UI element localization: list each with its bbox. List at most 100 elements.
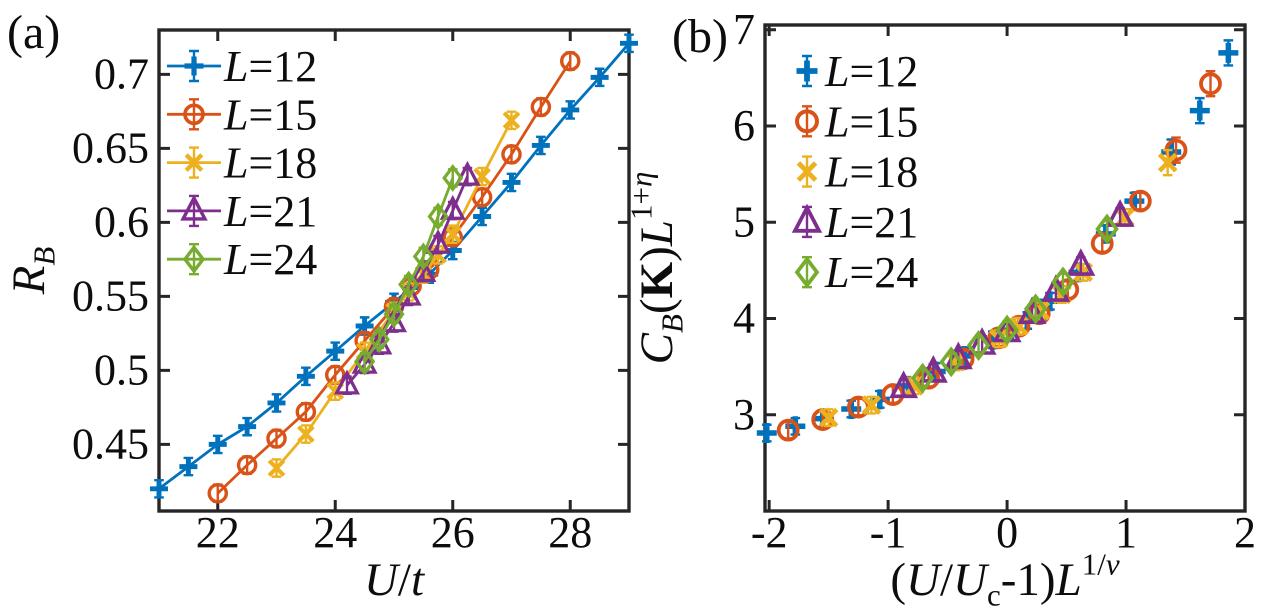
y-tick-label: 0.5 xyxy=(94,345,149,394)
legend-a: L=12L=15L=18L=21L=24 xyxy=(167,42,317,284)
legend-label: L=15 xyxy=(223,90,317,139)
circle-marker xyxy=(1199,72,1222,96)
legend-entry-L-18: L=18 xyxy=(167,139,317,188)
x-marker xyxy=(297,425,315,443)
y-tick-label: 0.7 xyxy=(94,49,149,98)
plus-marker xyxy=(150,479,168,498)
diamond-marker xyxy=(354,347,376,376)
legend-entry-L-24: L=24 xyxy=(167,235,317,284)
circle-marker xyxy=(471,186,493,208)
circle-marker xyxy=(559,50,581,72)
plus-marker xyxy=(179,457,198,476)
legend-entry-L-12: L=12 xyxy=(167,42,317,91)
panel-a: (a) 22 24 26 28 0.45 0.5 0.55 0.6 0.65 0.7 U/t RB L=1… xyxy=(3,6,638,606)
diamond-marker xyxy=(939,346,963,378)
triangle-marker xyxy=(180,194,208,221)
x-marker xyxy=(796,161,818,182)
panel-b: (b) -2 -1 0 1 2 3 4 5 6 7 (U/Uc-1)L1/ν CB(K)L1+η L=12… xyxy=(623,5,1256,608)
axes-box xyxy=(763,23,1247,513)
y-tick-label: 3 xyxy=(733,390,755,439)
diamond-marker xyxy=(1051,266,1075,298)
diamond-marker xyxy=(427,202,449,231)
x-tick-label: 22 xyxy=(196,508,240,557)
circle-marker xyxy=(183,103,205,126)
panel-label-a: (a) xyxy=(7,6,60,59)
circle-marker xyxy=(530,96,552,118)
y-tick-label: 0.6 xyxy=(94,197,149,246)
legend-b: L=12L=15L=18L=21L=24 xyxy=(791,47,918,297)
y-tick-label: 0.55 xyxy=(72,271,149,320)
diamond-marker xyxy=(398,270,420,299)
diamond-marker xyxy=(412,242,434,271)
circle-marker xyxy=(207,482,229,504)
x-marker xyxy=(818,407,839,428)
x-marker xyxy=(861,395,882,415)
series-L-21 xyxy=(889,199,1135,399)
diamond-marker xyxy=(966,329,991,361)
circle-marker xyxy=(776,418,800,442)
legend-label: L=15 xyxy=(824,97,918,146)
x-tick-label: 0 xyxy=(996,508,1018,557)
plus-marker xyxy=(1218,42,1239,63)
plus-marker xyxy=(296,367,315,386)
diamond-marker xyxy=(182,244,206,274)
y-tick-label: 7 xyxy=(733,5,755,54)
legend-label: L=18 xyxy=(824,148,918,197)
y-tick-label: 0.45 xyxy=(72,419,149,468)
plus-marker xyxy=(326,342,345,361)
x-axis-label-b: (U/Uc-1)L1/ν xyxy=(890,546,1119,608)
x-tick-label: 28 xyxy=(548,508,592,557)
circle-marker xyxy=(266,428,287,449)
triangle-marker xyxy=(333,369,361,395)
plus-marker xyxy=(502,173,521,192)
plus-marker xyxy=(756,423,777,444)
plus-marker xyxy=(796,60,818,82)
legend-label: L=21 xyxy=(824,198,918,247)
y-tick-label: 6 xyxy=(733,101,755,150)
x-tick-label: 26 xyxy=(431,508,475,557)
x-marker xyxy=(1157,152,1178,173)
x-tick-label: 1 xyxy=(1115,508,1137,557)
x-marker xyxy=(904,376,925,396)
legend-label: L=12 xyxy=(824,47,918,96)
y-axis-label-a: RB xyxy=(3,247,61,296)
triangle-marker xyxy=(425,228,452,254)
plus-marker xyxy=(1189,100,1210,121)
axis-ticks: 22 24 26 28 0.45 0.5 0.55 0.6 0.65 0.7 xyxy=(72,30,629,557)
circle-marker xyxy=(236,454,258,476)
diamond-marker xyxy=(1023,293,1048,325)
diamond-marker xyxy=(1095,213,1119,245)
legend-entry-L-12: L=12 xyxy=(796,47,918,96)
legend-entry-L-18: L=18 xyxy=(796,148,918,197)
y-tick-label: 4 xyxy=(733,294,755,343)
legend-entry-L-15: L=15 xyxy=(167,90,317,139)
x-tick-label: 24 xyxy=(313,508,357,557)
y-axis-label-b: CB(K)L1+η xyxy=(623,172,689,365)
legend-label: L=24 xyxy=(824,248,918,297)
legend-entry-L-21: L=21 xyxy=(167,187,317,236)
series-L-24 xyxy=(354,164,464,376)
legend-entry-L-15: L=15 xyxy=(795,97,918,146)
x-tick-label: -1 xyxy=(870,508,907,557)
plus-marker xyxy=(561,100,580,119)
triangle-marker xyxy=(889,370,919,399)
legend-label: L=21 xyxy=(223,187,317,236)
axis-ticks: -2 -1 0 1 2 3 4 5 6 7 xyxy=(733,5,1256,557)
plus-marker xyxy=(620,34,638,53)
x-marker xyxy=(267,459,286,477)
circle-marker xyxy=(795,109,819,134)
triangle-marker xyxy=(410,257,437,282)
plus-marker xyxy=(238,417,257,436)
plus-marker xyxy=(531,136,550,155)
plus-marker xyxy=(590,68,609,87)
series-L-24 xyxy=(910,213,1119,394)
diamond-marker xyxy=(794,255,820,289)
x-tick-label: -2 xyxy=(751,508,788,557)
triangle-marker xyxy=(1105,199,1135,227)
legend-label: L=18 xyxy=(223,139,317,188)
plus-marker xyxy=(267,393,286,412)
x-marker xyxy=(443,225,462,244)
x-marker xyxy=(184,153,204,172)
